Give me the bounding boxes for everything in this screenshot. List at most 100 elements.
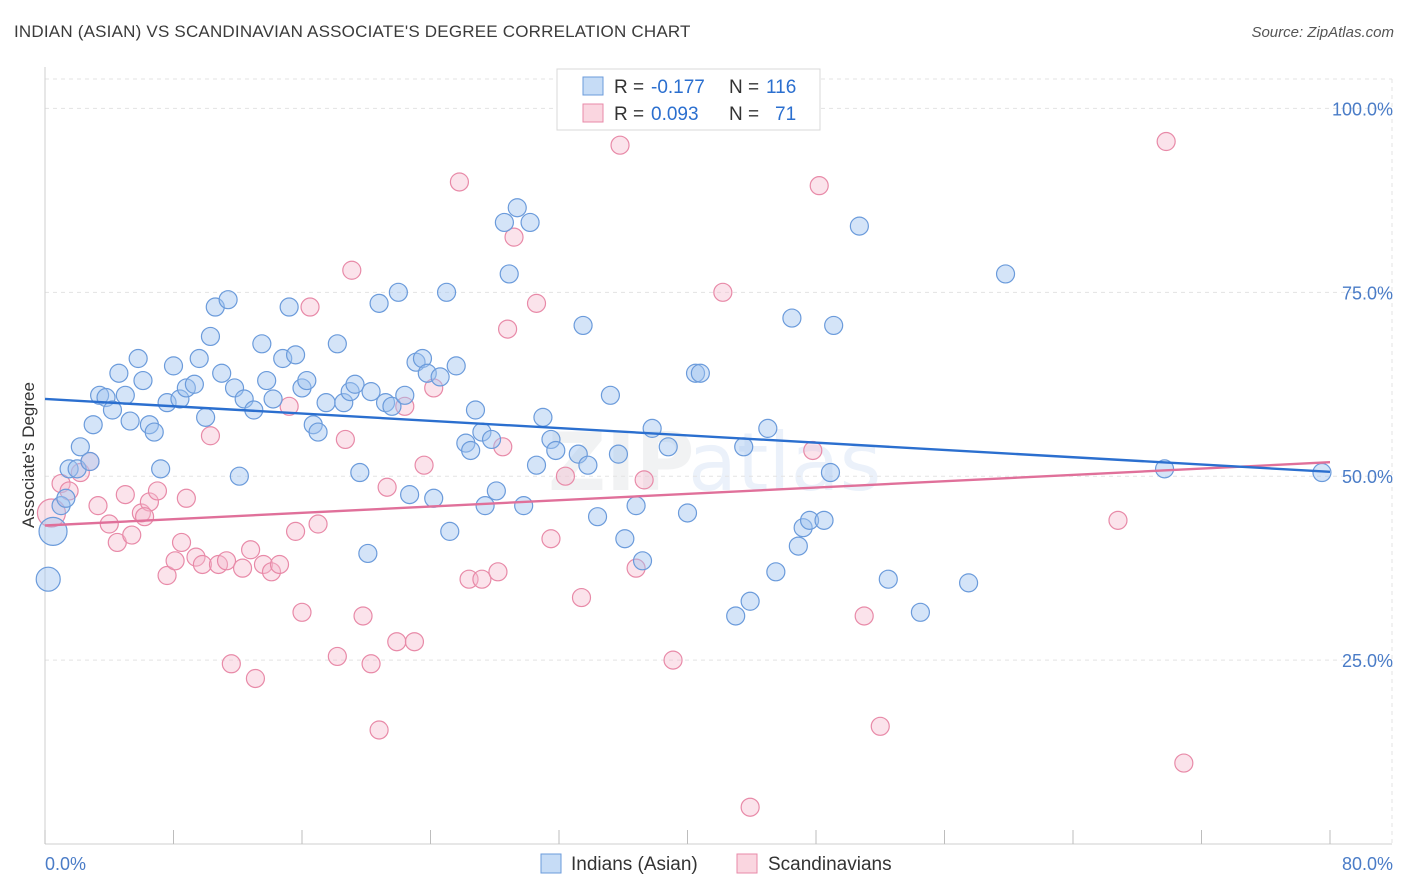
scandinavian-point xyxy=(493,437,513,457)
indian-point xyxy=(83,415,103,435)
indian-point xyxy=(200,326,221,347)
scandinavian-point xyxy=(488,562,508,582)
indian-point xyxy=(546,440,566,461)
legend-n-value-1: 116 xyxy=(766,77,796,98)
indian-point xyxy=(163,356,184,376)
y-tick-label: 50.0% xyxy=(1342,467,1393,487)
x-tick-label: 80.0% xyxy=(1342,854,1393,874)
x-tick-label: 0.0% xyxy=(45,854,86,874)
indian-point xyxy=(400,485,420,505)
scandinavian-point xyxy=(541,529,561,549)
scandinavian-point xyxy=(404,632,425,652)
indian-point xyxy=(56,488,76,508)
scandinavian-point xyxy=(51,473,71,494)
indian-point xyxy=(436,282,457,302)
scandinavian-point xyxy=(131,503,151,523)
indian-point xyxy=(440,521,460,541)
indian-point xyxy=(814,510,834,530)
scandinavian-point xyxy=(308,514,328,534)
indian-point xyxy=(626,496,646,516)
legend-r-value-2: 0.093 xyxy=(651,104,699,125)
indian-point xyxy=(327,334,347,354)
scandinavian-point xyxy=(369,720,389,740)
indian-point xyxy=(424,488,444,508)
indian-point xyxy=(740,591,760,611)
indian-point xyxy=(334,393,354,413)
scandinavian-point xyxy=(134,507,155,527)
y-tick-label: 25.0% xyxy=(1342,651,1393,671)
series-legend: Indians (Asian) Scandinavians xyxy=(540,853,892,875)
bottom-legend-swatch-indians xyxy=(540,853,562,874)
scandinavian-point xyxy=(353,606,373,626)
indian-point xyxy=(218,290,238,310)
indian-point xyxy=(345,374,365,394)
scandinavian-point xyxy=(200,426,221,446)
watermark-atlas: atlas xyxy=(688,416,881,509)
indian-point xyxy=(285,345,306,365)
scandinavian-point xyxy=(253,554,274,575)
y-tick-label: 75.0% xyxy=(1342,283,1393,303)
indian-point xyxy=(849,216,869,236)
indian-point xyxy=(189,348,209,369)
indian-point xyxy=(35,566,61,592)
indian-point xyxy=(229,466,249,486)
scandinavian-point xyxy=(342,260,362,280)
scandinavians-points xyxy=(36,131,1194,817)
scandinavian-point xyxy=(157,565,177,586)
tick-labels: 100.0% 75.0% 50.0% 25.0% 0.0% 80.0% xyxy=(45,99,1393,874)
legend-r-label-1: R = xyxy=(614,77,644,98)
scandinavian-point xyxy=(300,297,320,317)
indian-point xyxy=(465,400,486,420)
indian-point xyxy=(115,385,135,405)
indian-point xyxy=(308,422,328,442)
scandinavian-point xyxy=(387,632,407,652)
scandinavian-point xyxy=(803,440,823,461)
indian-point xyxy=(910,602,931,622)
scandinavian-point xyxy=(870,716,890,736)
scandinavian-point xyxy=(449,172,470,192)
indian-point xyxy=(690,363,710,383)
indian-point xyxy=(578,455,598,475)
scandinavian-point xyxy=(1108,510,1128,530)
indian-point xyxy=(212,363,232,383)
indian-point xyxy=(824,315,844,336)
indian-point xyxy=(417,363,437,383)
scandinavian-point xyxy=(361,654,381,674)
bottom-legend-swatch-scandinavians xyxy=(736,853,758,874)
legend-r-label-2: R = xyxy=(614,104,644,125)
indian-point xyxy=(568,444,588,464)
indian-point xyxy=(382,396,402,416)
y-tick-label: 100.0% xyxy=(1332,99,1393,119)
indian-point xyxy=(541,429,561,450)
scandinavian-point xyxy=(854,606,874,626)
indian-point xyxy=(494,212,514,233)
indian-point xyxy=(279,297,299,317)
indian-point xyxy=(80,451,100,472)
indian-point xyxy=(587,507,608,527)
bottom-legend-indians: Indians (Asian) xyxy=(571,854,698,875)
indian-point xyxy=(70,437,90,457)
indian-point xyxy=(486,481,506,501)
indian-point xyxy=(120,411,140,431)
indian-point xyxy=(297,370,317,391)
legend-n-label-2: N = xyxy=(729,104,759,125)
indian-point xyxy=(782,308,802,328)
scandinavian-point xyxy=(285,521,306,541)
scandinavian-point xyxy=(192,554,213,575)
bottom-legend-scandinavians: Scandinavians xyxy=(768,854,892,875)
indian-point xyxy=(958,573,979,593)
scandinavian-point xyxy=(261,562,282,582)
indian-point xyxy=(128,348,148,369)
scandinavian-point xyxy=(626,558,646,578)
scandinavian-point xyxy=(555,466,576,486)
scandinavian-point xyxy=(472,569,492,589)
legend-n-label-1: N = xyxy=(729,77,759,98)
scandinavian-point xyxy=(663,650,683,670)
indians-points xyxy=(35,198,1332,626)
indian-point xyxy=(151,459,171,479)
scandinavian-point xyxy=(504,227,524,247)
scandinavian-point xyxy=(571,587,592,608)
scandinavian-point xyxy=(327,646,347,667)
legend-n-value-2: 71 xyxy=(775,104,796,125)
